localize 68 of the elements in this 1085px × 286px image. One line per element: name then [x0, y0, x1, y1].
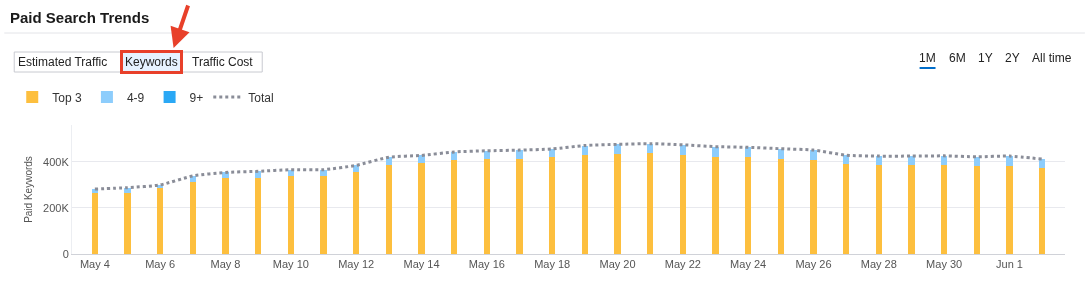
x-tick-label: May 22	[664, 258, 701, 271]
bar	[777, 159, 785, 254]
text: 6M	[949, 51, 966, 65]
y-tick-label: 200K	[43, 201, 70, 214]
text: 2Y	[1005, 51, 1020, 65]
x-tick-label: May 12	[338, 258, 375, 271]
y-tick-label: 400K	[43, 155, 70, 168]
x-tick-label: May 24	[730, 258, 767, 271]
x-tick-label: May 6	[145, 258, 176, 271]
bar	[156, 188, 164, 254]
bar	[1006, 156, 1013, 166]
x-tick-label: May 30	[926, 258, 963, 271]
x-tick-label: May 16	[468, 258, 505, 271]
text: Estimated Traffic	[18, 55, 108, 69]
bar	[810, 159, 817, 254]
bar	[548, 157, 556, 254]
bar	[646, 153, 654, 254]
bar	[418, 163, 425, 254]
bar	[222, 177, 229, 254]
bar	[124, 192, 131, 254]
bar	[614, 154, 621, 254]
legend-label: Total	[248, 90, 274, 105]
bar	[908, 165, 915, 254]
x-tick-label: May 20	[599, 258, 636, 271]
bar	[712, 156, 719, 254]
text: 1M	[919, 51, 936, 65]
x-tick-label: May 26	[795, 258, 832, 271]
bar	[842, 164, 850, 254]
legend-label: 9+	[189, 90, 204, 105]
bar	[320, 175, 327, 254]
bar	[1006, 165, 1013, 254]
legend-label: Top 3	[52, 90, 82, 105]
bar	[254, 177, 262, 254]
bar	[973, 165, 981, 254]
x-tick-label: May 14	[403, 258, 440, 271]
bar	[679, 154, 687, 254]
line-series	[93, 142, 1044, 191]
y-axis-title: Paid Keywords	[23, 156, 35, 223]
bar	[516, 150, 523, 160]
bar	[91, 193, 99, 254]
bar	[450, 159, 458, 254]
text: Keywords	[125, 55, 178, 69]
x-tick-label: May 4	[79, 258, 110, 271]
bar	[875, 165, 883, 254]
bar	[516, 159, 523, 254]
bar	[385, 164, 393, 254]
x-tick-label: May 8	[210, 258, 241, 271]
x-tick-label: Jun 1	[996, 258, 1023, 271]
x-tick-label: May 18	[534, 258, 571, 271]
x-tick-label: May 10	[272, 258, 309, 271]
bar	[1038, 167, 1046, 254]
bar	[352, 172, 360, 254]
text: All time	[1032, 51, 1072, 65]
bar	[744, 157, 752, 254]
bar	[320, 169, 327, 176]
bar	[712, 146, 719, 157]
bar	[189, 181, 197, 254]
legend-label: 4-9	[126, 90, 145, 105]
bar	[581, 154, 589, 254]
y-tick-label: 0	[62, 247, 69, 260]
bar	[483, 159, 491, 254]
text: 1Y	[978, 51, 993, 65]
x-tick-label: May 28	[860, 258, 897, 271]
text: Traffic Cost	[192, 55, 254, 69]
bar	[810, 150, 817, 160]
bar	[940, 164, 948, 254]
bar	[287, 175, 295, 254]
chart-title: Paid Search Trends	[10, 9, 150, 27]
